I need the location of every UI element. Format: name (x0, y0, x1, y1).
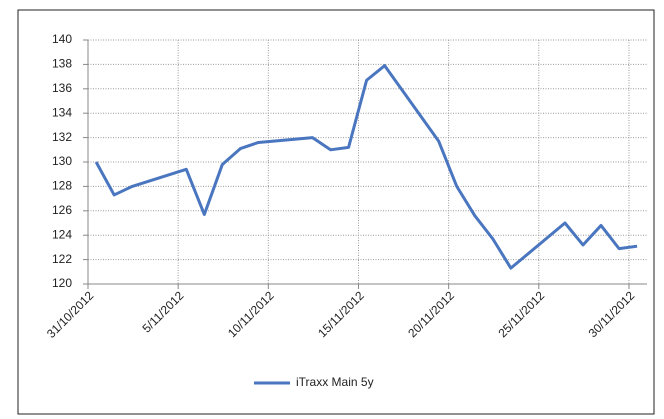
y-tick-label: 136 (52, 81, 72, 95)
y-tick-label: 124 (52, 227, 72, 241)
y-tick-label: 134 (52, 105, 72, 119)
y-tick-label: 140 (52, 32, 72, 46)
y-tick-label: 138 (52, 57, 72, 71)
y-tick-label: 122 (52, 252, 72, 266)
y-tick-label: 132 (52, 130, 72, 144)
y-tick-label: 128 (52, 179, 72, 193)
y-tick-label: 120 (52, 276, 72, 290)
legend-label: iTraxx Main 5y (296, 375, 374, 389)
y-tick-label: 126 (52, 203, 72, 217)
y-tick-label: 130 (52, 154, 72, 168)
series-line (94, 64, 638, 270)
chart-frame (17, 9, 655, 415)
